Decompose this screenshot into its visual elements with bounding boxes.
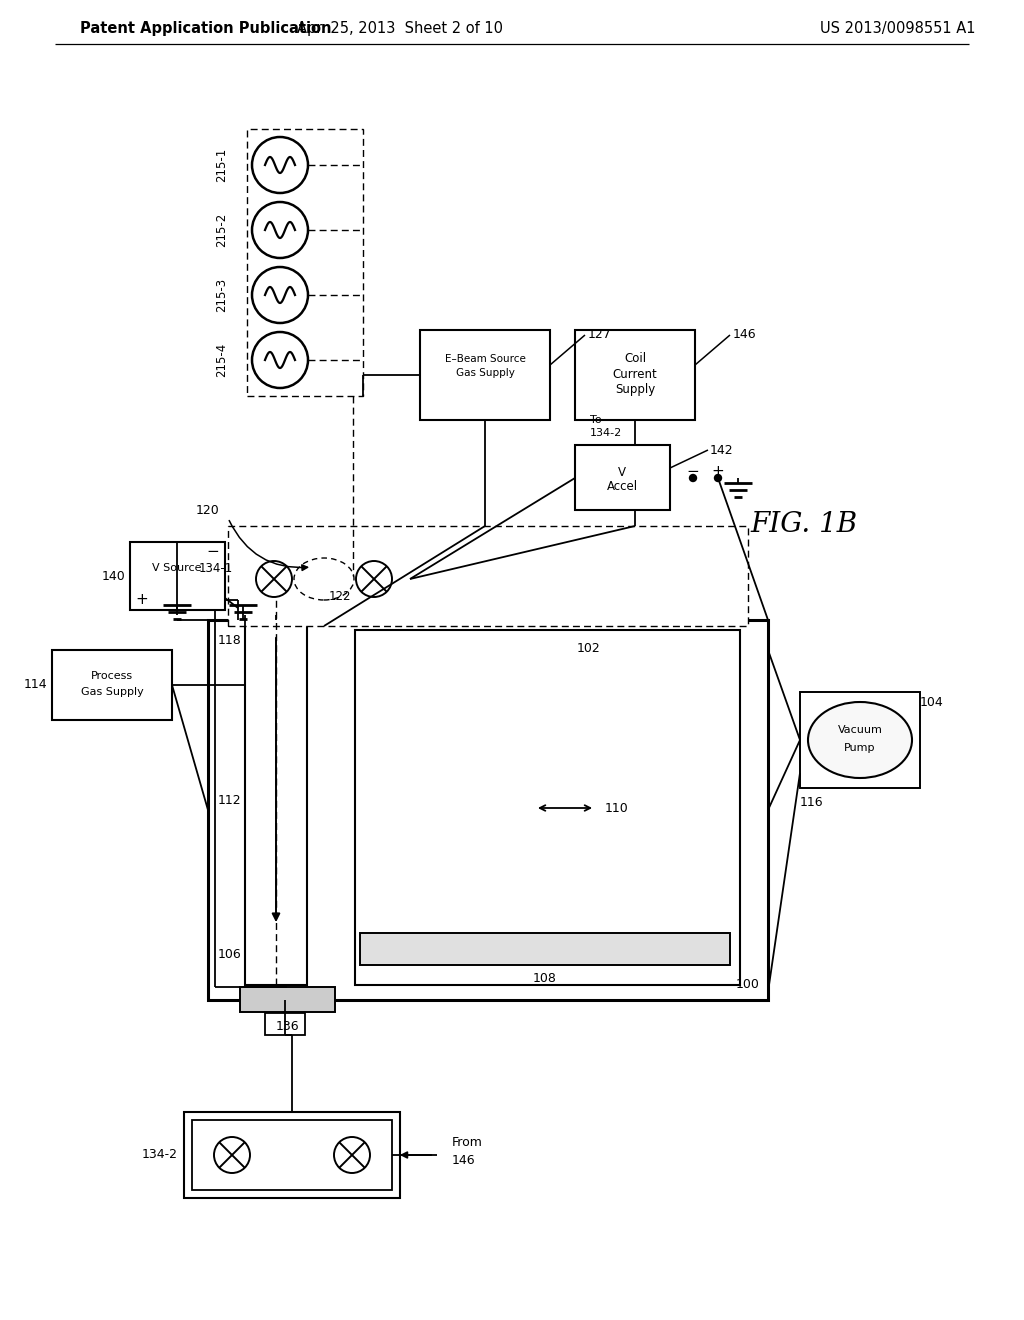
Text: 134-1: 134-1	[199, 562, 233, 576]
Bar	[240, 987, 335, 1012]
Text: V: V	[618, 466, 626, 479]
Bar	[266, 602, 308, 620]
Text: Supply: Supply	[614, 383, 655, 396]
Circle shape	[689, 474, 696, 482]
Text: 104: 104	[920, 696, 944, 709]
Text: 134-2: 134-2	[142, 1148, 178, 1162]
Text: From: From	[452, 1137, 483, 1150]
Text: 112: 112	[217, 793, 241, 807]
Text: Patent Application Publication: Patent Application Publication	[80, 21, 332, 36]
Text: Pump: Pump	[844, 743, 876, 752]
Text: 100: 100	[736, 978, 760, 990]
Bar	[575, 330, 695, 420]
Text: Process: Process	[91, 671, 133, 681]
Text: To: To	[590, 414, 602, 425]
Text: 118: 118	[217, 634, 241, 647]
Bar	[420, 330, 550, 420]
Text: Accel: Accel	[606, 479, 638, 492]
Text: −: −	[207, 544, 219, 560]
Bar	[247, 129, 362, 396]
Text: Apr. 25, 2013  Sheet 2 of 10: Apr. 25, 2013 Sheet 2 of 10	[297, 21, 503, 36]
Text: 108: 108	[534, 973, 557, 986]
Text: 116: 116	[800, 796, 823, 808]
Bar	[184, 1111, 400, 1199]
Text: 140: 140	[101, 569, 125, 582]
Text: 127: 127	[588, 329, 611, 342]
Text: Gas Supply: Gas Supply	[81, 686, 143, 697]
Text: Coil: Coil	[624, 352, 646, 366]
Text: 146: 146	[452, 1154, 475, 1167]
Bar	[575, 445, 670, 510]
Circle shape	[715, 474, 722, 482]
Text: 136: 136	[275, 1019, 299, 1032]
Text: 114: 114	[24, 678, 47, 692]
Text: Gas Supply: Gas Supply	[456, 368, 514, 378]
Bar	[130, 543, 225, 610]
Bar	[800, 692, 920, 788]
Bar	[208, 620, 768, 1001]
Bar	[52, 649, 172, 719]
Text: 106: 106	[217, 949, 241, 961]
Text: 134-2: 134-2	[590, 428, 623, 438]
Text: 142: 142	[710, 444, 733, 457]
Text: FIG. 1B: FIG. 1B	[750, 511, 857, 539]
Bar	[228, 525, 748, 626]
Text: 102: 102	[577, 642, 601, 655]
Text: 146: 146	[733, 329, 757, 342]
Text: US 2013/0098551 A1: US 2013/0098551 A1	[820, 21, 976, 36]
Text: 215-4: 215-4	[215, 343, 228, 378]
Text: +: +	[135, 593, 148, 607]
Bar	[238, 539, 410, 620]
Text: 122: 122	[329, 590, 351, 603]
Text: 110: 110	[605, 801, 629, 814]
Bar	[245, 615, 307, 985]
Text: Current: Current	[612, 367, 657, 380]
Bar	[355, 630, 740, 985]
Text: 120: 120	[196, 503, 220, 516]
Text: E–Beam Source: E–Beam Source	[444, 354, 525, 364]
Bar	[193, 1119, 392, 1191]
Text: 215-3: 215-3	[215, 279, 228, 312]
Text: Vacuum: Vacuum	[838, 725, 883, 735]
Text: −: −	[687, 465, 699, 479]
Text: V Source: V Source	[153, 564, 202, 573]
Ellipse shape	[808, 702, 912, 777]
Text: 215-1: 215-1	[215, 148, 228, 182]
Bar	[360, 933, 730, 965]
Text: 215-2: 215-2	[215, 213, 228, 247]
Text: +: +	[712, 465, 724, 479]
Bar	[265, 1012, 305, 1035]
